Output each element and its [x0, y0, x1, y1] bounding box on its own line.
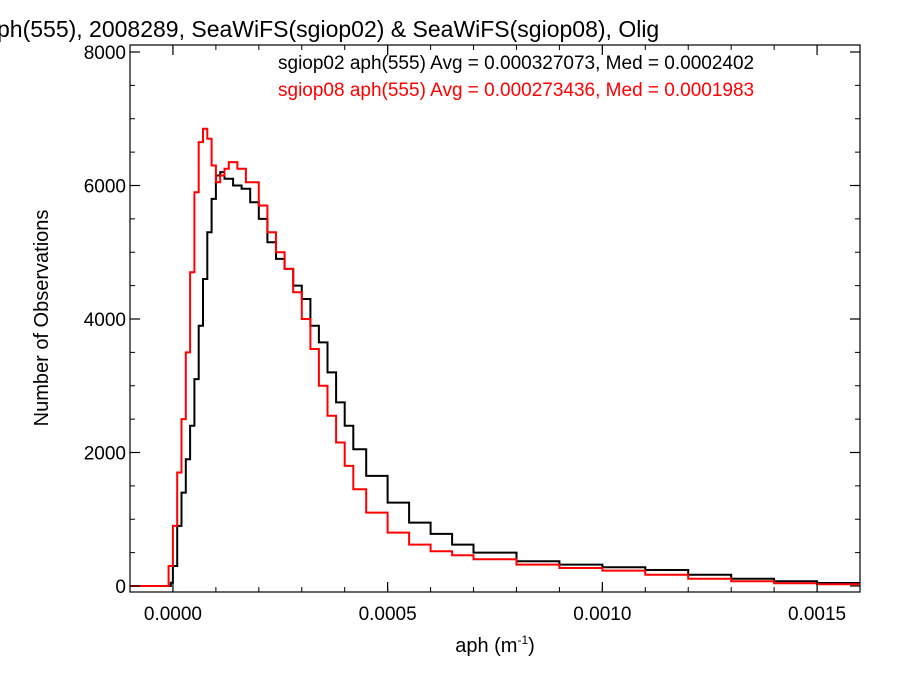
x-axis-label-main: aph (m — [455, 635, 517, 657]
y-tick-label-4: 8000 — [84, 43, 126, 64]
y-tick-label-3: 6000 — [84, 177, 126, 198]
legend-entry-sgiop02: sgiop02 aph(555) Avg = 0.000327073, Med … — [278, 53, 754, 74]
x-tick-label-0: 0.0000 — [144, 604, 202, 625]
y-tick-label-2: 4000 — [84, 310, 126, 331]
x-axis-label-close: ) — [528, 635, 535, 657]
x-tick-label-2: 0.0010 — [573, 604, 631, 625]
chart-title: ph(555), 2008289, SeaWiFS(sgiop02) & Sea… — [0, 16, 659, 42]
series-layer — [130, 127, 860, 587]
y-tick-label-0: 0 — [115, 577, 126, 598]
x-axis-label-superscript: -1 — [517, 633, 528, 647]
x-tick-label-1: 0.0005 — [359, 604, 417, 625]
y-tick-label-1: 2000 — [84, 444, 126, 465]
y-axis-label: Number of Observations — [31, 210, 53, 427]
x-tick-label-3: 0.0015 — [788, 604, 846, 625]
legend-entry-sgiop08: sgiop08 aph(555) Avg = 0.000273436, Med … — [278, 80, 754, 101]
series-line-sgiop08 — [130, 127, 860, 587]
y-axis-ticks: 0 2000 4000 6000 8000 — [84, 43, 860, 598]
x-axis-ticks: 0.0000 0.0005 0.0010 0.0015 — [129, 45, 846, 625]
series-line-sgiop02 — [130, 171, 860, 587]
x-axis-label: aph (m-1) — [455, 633, 535, 657]
plot-frame — [129, 44, 861, 593]
